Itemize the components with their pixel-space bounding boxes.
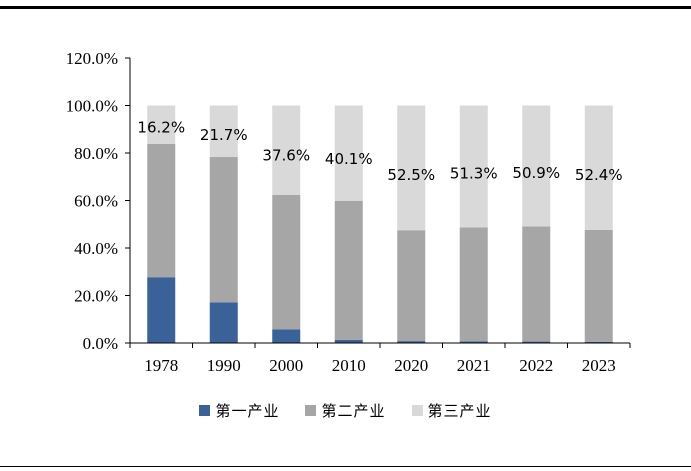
y-tick-label: 80.0% [74,144,118,163]
y-tick-label: 100.0% [66,97,118,116]
data-label-2021: 51.3% [450,165,498,183]
y-tick-label: 120.0% [66,49,118,68]
legend-swatch-tertiary [412,405,423,416]
x-tick-label: 2021 [457,356,491,375]
axes-group [125,58,630,348]
bar-secondary-2023 [585,230,613,342]
data-label-2010: 40.1% [325,150,373,168]
bar-primary-1978 [147,277,175,343]
bar-primary-1990 [210,302,238,343]
data-label-1978: 16.2% [137,119,185,137]
data-label-2000: 37.6% [262,147,310,165]
x-tick-label: 2022 [519,356,553,375]
legend-item-tertiary: 第三产业 [412,400,492,421]
stacked-bar-chart: 0.0% 20.0% 40.0% 60.0% 80.0% 100.0% 120.0% 1978… [0,0,691,400]
x-tick-label: 2023 [582,356,616,375]
data-label-2020: 52.5% [387,166,435,184]
legend-label-tertiary: 第三产业 [428,400,492,421]
bar-secondary-2022 [522,226,550,341]
legend-label-primary: 第一产业 [215,400,279,421]
bar-secondary-1990 [210,157,238,302]
bar-secondary-2000 [272,195,300,330]
legend-swatch-secondary [305,405,316,416]
y-tick-label: 40.0% [74,239,118,258]
y-tick-label: 20.0% [74,287,118,306]
x-tick-label: 1978 [144,356,178,375]
y-tick-label: 60.0% [74,192,118,211]
x-tick-label: 2020 [394,356,428,375]
bar-secondary-2021 [460,227,488,341]
x-tick-label: 1990 [207,356,241,375]
data-label-2022: 50.9% [512,164,560,182]
bar-secondary-2020 [397,230,425,341]
legend-item-secondary: 第二产业 [305,400,385,421]
y-tick-label: 0.0% [83,334,118,353]
bar-secondary-1978 [147,144,175,277]
data-label-1990: 21.7% [200,126,248,144]
x-tick-label: 2000 [269,356,303,375]
legend: 第一产业 第二产业 第三产业 [0,400,691,421]
legend-label-secondary: 第二产业 [321,400,385,421]
data-label-2023: 52.4% [575,166,623,184]
legend-item-primary: 第一产业 [199,400,279,421]
bar-secondary-2010 [335,201,363,340]
bottom-rule [0,466,691,467]
x-tick-label: 2010 [332,356,366,375]
legend-swatch-primary [199,405,210,416]
bar-primary-2000 [272,329,300,343]
